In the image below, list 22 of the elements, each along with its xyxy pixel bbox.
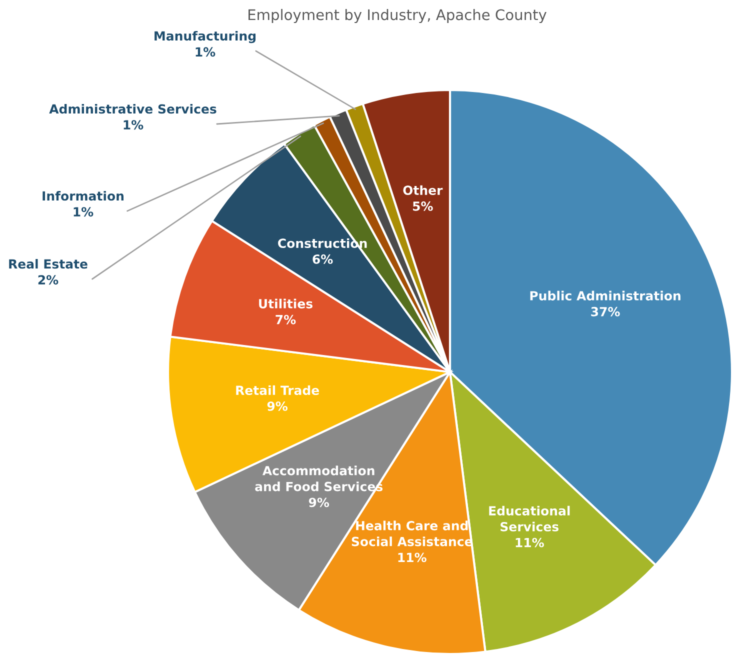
slice-label: Retail Trade	[236, 385, 320, 396]
slice-label: Information	[42, 191, 124, 201]
data-label: 1%	[74, 207, 94, 217]
data-label: 11%	[516, 538, 544, 548]
slice-label: Real Estate	[9, 259, 88, 269]
data-label: 9%	[267, 401, 288, 411]
data-label: 9%	[308, 498, 330, 508]
data-label: 2%	[38, 275, 58, 285]
slice-label: Administrative Services	[49, 104, 216, 114]
slice-label: Other	[403, 185, 443, 195]
slice-label: Educational Services	[489, 506, 570, 532]
chart-title: Employment by Industry, Apache County	[248, 8, 546, 24]
data-label: 37%	[591, 306, 620, 316]
slice-label: Public Administration	[530, 290, 680, 300]
slice-label: Utilities	[259, 298, 312, 308]
slice-label: Manufacturing	[154, 30, 256, 44]
data-label: 5%	[413, 201, 433, 211]
data-label: 1%	[196, 47, 216, 57]
data-label: 7%	[276, 314, 296, 324]
data-label: 1%	[124, 120, 144, 130]
data-label: 6%	[312, 254, 333, 264]
data-label: 11%	[398, 552, 426, 562]
